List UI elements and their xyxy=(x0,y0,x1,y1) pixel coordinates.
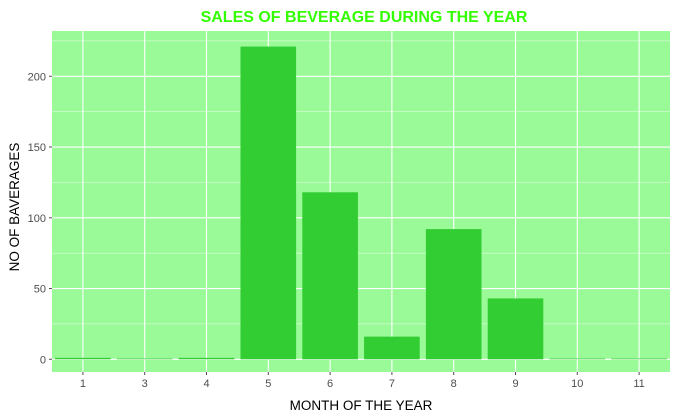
bar-month-6 xyxy=(302,192,358,360)
plot-panel xyxy=(52,31,670,372)
bar-month-11 xyxy=(611,358,667,360)
x-axis-title: MONTH OF THE YEAR xyxy=(290,398,433,413)
x-tick-label: 5 xyxy=(265,378,271,390)
bar-month-4 xyxy=(178,357,235,360)
x-tick-label: 8 xyxy=(451,378,457,390)
x-tick-label: 10 xyxy=(571,378,583,390)
y-tick-label: 100 xyxy=(28,213,46,225)
bar-month-3 xyxy=(116,358,173,360)
x-tick-label: 9 xyxy=(512,378,518,390)
y-tick-label: 150 xyxy=(28,142,46,154)
bar-month-1 xyxy=(55,357,111,360)
bar-month-5 xyxy=(240,46,297,360)
bar-month-10 xyxy=(549,358,606,360)
minor-gridlines xyxy=(52,40,670,325)
bars xyxy=(55,46,667,360)
x-tick-label: 11 xyxy=(633,378,644,390)
y-tick-label: 200 xyxy=(28,71,46,83)
x-tick-label: 3 xyxy=(142,378,148,390)
y-tick-label: 50 xyxy=(34,284,46,296)
x-tick-label: 7 xyxy=(389,378,395,390)
bar-month-7 xyxy=(364,336,420,360)
x-tick-label: 1 xyxy=(80,378,86,390)
x-tick-label: 4 xyxy=(203,378,209,390)
y-axis-title: NO OF BAVERAGES xyxy=(7,143,22,272)
bar-month-8 xyxy=(425,229,482,360)
y-axis-ticks: 0 50 100 150 200 xyxy=(28,71,52,366)
x-tick-label: 6 xyxy=(327,378,333,390)
y-tick-label: 0 xyxy=(40,354,46,366)
chart-title: SALES OF BEVERAGE DURING THE YEAR xyxy=(201,9,528,26)
x-axis-ticks: 1 3 4 5 6 7 8 9 10 11 xyxy=(80,372,645,390)
bar-month-9 xyxy=(487,298,544,360)
